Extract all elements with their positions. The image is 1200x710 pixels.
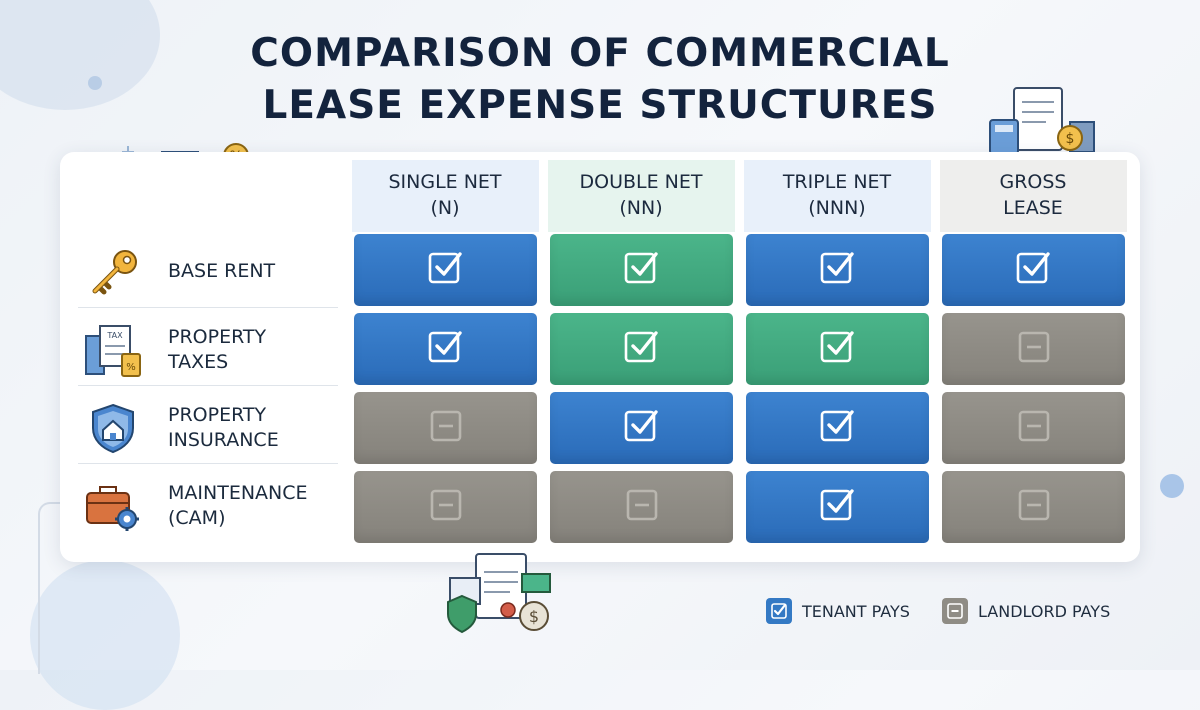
row-label-text: PROPERTY INSURANCE	[168, 403, 279, 451]
grid-cell	[354, 234, 537, 306]
grid-cell	[550, 471, 733, 543]
dash-icon	[622, 485, 662, 530]
check-icon	[766, 598, 792, 624]
check-icon	[1014, 248, 1054, 293]
column-header-single-net: SINGLE NET (N)	[388, 171, 502, 219]
legend-tenant-label: TENANT PAYS	[802, 601, 910, 621]
legend-tenant: TENANT PAYS	[766, 598, 910, 624]
check-icon	[818, 248, 858, 293]
dash-icon	[942, 598, 968, 624]
column-header-double-net: DOUBLE NET (NN)	[579, 171, 703, 219]
column-header-gross-lease: GROSS LEASE	[999, 171, 1067, 219]
row-label-text: PROPERTY TAXES	[168, 325, 267, 373]
grid-cell	[746, 471, 929, 543]
row-label-maintenance: MAINTENANCE (CAM)	[78, 470, 338, 542]
grid-cell	[354, 471, 537, 543]
page-title: COMPARISON OF COMMERCIAL LEASE EXPENSE S…	[0, 28, 1200, 132]
grid-cell	[550, 313, 733, 385]
dash-icon	[1014, 406, 1054, 451]
grid-cell	[746, 234, 929, 306]
legend-landlord-label: LANDLORD PAYS	[978, 601, 1111, 621]
column-header-bg	[352, 160, 539, 232]
check-icon	[426, 327, 466, 372]
svg-text:%: %	[126, 362, 136, 373]
svg-text:$: $	[529, 607, 539, 626]
row-label-base-rent: BASE RENT	[78, 236, 338, 308]
grid-cell	[942, 392, 1125, 464]
column-header-bg	[940, 160, 1127, 232]
title-line-1: COMPARISON OF COMMERCIAL	[250, 31, 950, 76]
row-label-property-taxes: TAX % PROPERTY TAXES	[78, 314, 338, 386]
grid-cell	[942, 471, 1125, 543]
check-icon	[622, 248, 662, 293]
grid-cell	[550, 392, 733, 464]
tax-document-icon: TAX %	[78, 322, 148, 378]
check-icon	[622, 406, 662, 451]
background-dot	[1160, 474, 1184, 498]
column-header-bg	[744, 160, 931, 232]
contract-calculator-icon: $	[989, 87, 1095, 155]
column-header-bg	[548, 160, 735, 232]
row-label-text: BASE RENT	[168, 260, 276, 282]
check-icon	[818, 406, 858, 451]
svg-text:$: $	[1066, 131, 1075, 147]
row-label-property-insurance: PROPERTY INSURANCE	[78, 392, 338, 464]
check-icon	[818, 485, 858, 530]
grid-cell	[942, 313, 1125, 385]
dash-icon	[1014, 327, 1054, 372]
svg-text:TAX: TAX	[106, 331, 123, 340]
column-header-triple-net: TRIPLE NET (NNN)	[782, 171, 892, 219]
grid-cell	[746, 392, 929, 464]
grid-cell	[746, 313, 929, 385]
grid-cell	[942, 234, 1125, 306]
dash-icon	[426, 485, 466, 530]
grid-cell	[550, 234, 733, 306]
contract-shield-icon: $	[447, 553, 551, 634]
check-icon	[818, 327, 858, 372]
grid-cell	[354, 392, 537, 464]
toolbox-gear-icon	[78, 478, 148, 534]
dash-icon	[426, 406, 466, 451]
legend-landlord: LANDLORD PAYS	[942, 598, 1110, 624]
check-icon	[622, 327, 662, 372]
title-line-2: LEASE EXPENSE STRUCTURES	[262, 83, 938, 128]
shield-house-icon	[78, 400, 148, 456]
row-label-text: MAINTENANCE (CAM)	[168, 482, 308, 529]
check-icon	[426, 248, 466, 293]
grid-cell	[354, 313, 537, 385]
background-dot	[88, 76, 102, 90]
dash-icon	[1014, 485, 1054, 530]
key-icon	[78, 244, 148, 300]
